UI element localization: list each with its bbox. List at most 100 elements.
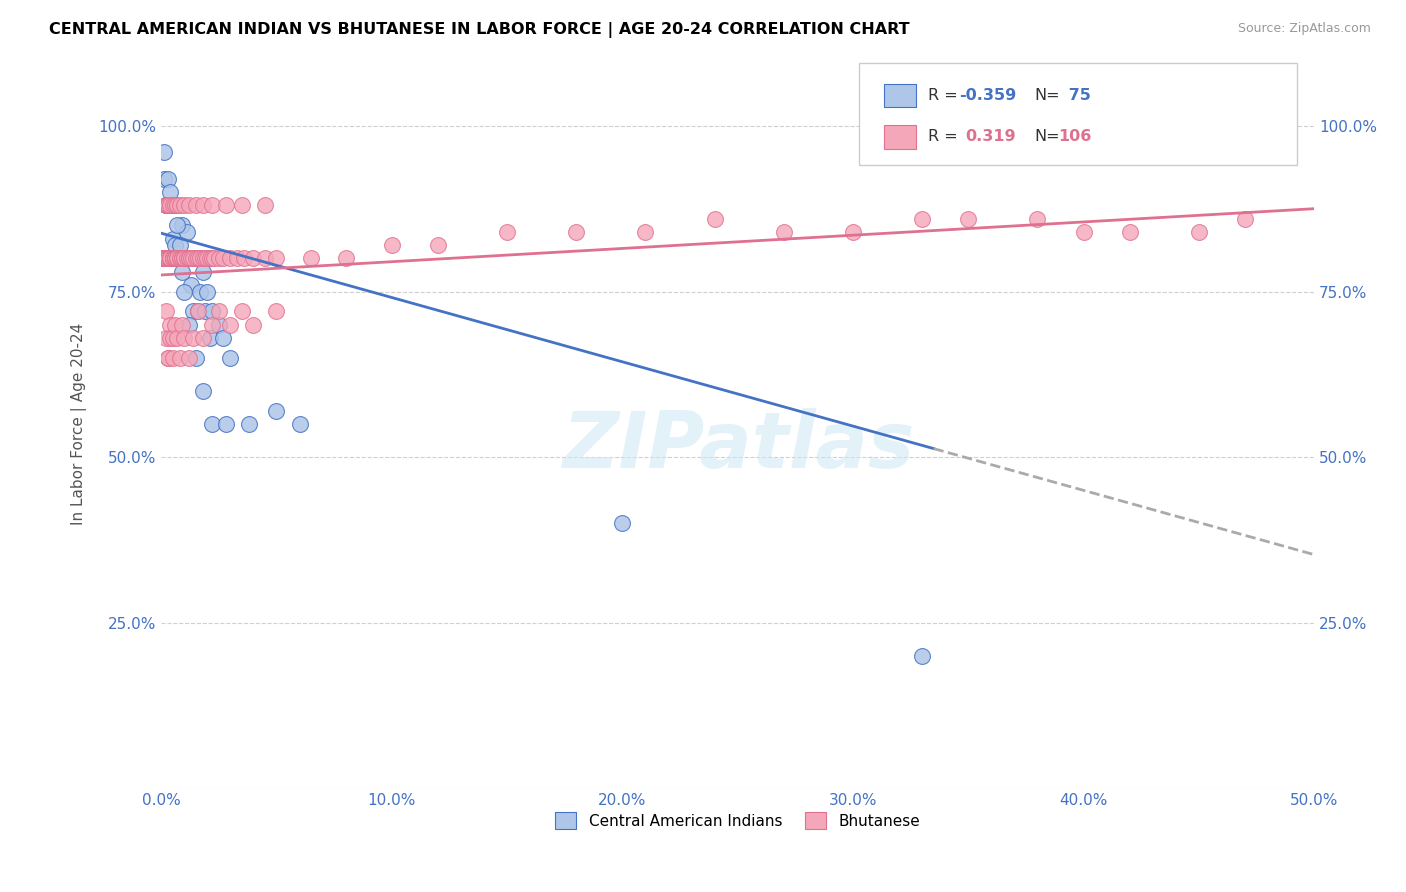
Point xyxy=(191,265,214,279)
Point xyxy=(157,252,180,266)
Point xyxy=(170,318,193,332)
Point xyxy=(163,318,186,332)
Text: 106: 106 xyxy=(1059,129,1091,145)
Point xyxy=(159,318,181,332)
Point xyxy=(173,252,195,266)
Legend: Central American Indians, Bhutanese: Central American Indians, Bhutanese xyxy=(548,805,927,836)
Point xyxy=(703,211,725,226)
Point xyxy=(166,219,188,233)
Point xyxy=(170,252,193,266)
Point xyxy=(634,225,657,239)
Point xyxy=(162,351,184,365)
Point xyxy=(191,384,214,398)
Point xyxy=(162,198,184,212)
Point xyxy=(152,252,174,266)
Text: N=: N= xyxy=(1033,129,1060,145)
Point xyxy=(159,252,181,266)
Point xyxy=(166,252,188,266)
Point xyxy=(842,225,865,239)
Point xyxy=(231,198,253,212)
Point xyxy=(157,252,180,266)
Point xyxy=(191,331,214,345)
Point xyxy=(212,252,235,266)
Point xyxy=(176,252,198,266)
Text: R =: R = xyxy=(928,129,967,145)
Point xyxy=(496,225,519,239)
Point xyxy=(170,219,193,233)
Text: 75: 75 xyxy=(1063,87,1091,103)
Point xyxy=(159,252,181,266)
Point xyxy=(173,198,195,212)
Point xyxy=(166,331,188,345)
Point xyxy=(159,252,181,266)
Point xyxy=(152,252,174,266)
Point xyxy=(159,252,181,266)
Point xyxy=(157,172,180,186)
Point xyxy=(194,252,217,266)
Point xyxy=(155,252,177,266)
Point xyxy=(152,252,174,266)
Point xyxy=(1073,225,1095,239)
Point xyxy=(166,252,188,266)
Point xyxy=(155,331,177,345)
Point xyxy=(198,331,221,345)
Point xyxy=(184,252,207,266)
Point xyxy=(176,225,198,239)
Point xyxy=(152,172,174,186)
Point xyxy=(219,252,242,266)
Point xyxy=(612,516,634,531)
Point xyxy=(163,252,186,266)
Point xyxy=(1233,211,1256,226)
Point xyxy=(226,252,249,266)
Point xyxy=(173,252,195,266)
Point xyxy=(1026,211,1049,226)
Point xyxy=(162,252,184,266)
Point xyxy=(157,252,180,266)
Point xyxy=(162,198,184,212)
Point xyxy=(191,198,214,212)
Point xyxy=(173,252,195,266)
Point xyxy=(157,252,180,266)
Point xyxy=(155,198,177,212)
Point xyxy=(163,238,186,252)
Point xyxy=(152,145,174,160)
Point xyxy=(159,331,181,345)
Point xyxy=(169,198,191,212)
Point xyxy=(155,252,177,266)
Point xyxy=(159,252,181,266)
Point xyxy=(242,252,264,266)
Point xyxy=(201,198,224,212)
Point xyxy=(162,231,184,245)
Point xyxy=(169,238,191,252)
Point xyxy=(155,304,177,318)
Point xyxy=(299,252,322,266)
Point xyxy=(381,238,404,252)
Point xyxy=(183,252,205,266)
Point xyxy=(169,252,191,266)
Point xyxy=(170,252,193,266)
Point xyxy=(159,252,181,266)
Point xyxy=(162,198,184,212)
Point xyxy=(201,417,224,431)
Point xyxy=(219,351,242,365)
Point xyxy=(170,265,193,279)
Point xyxy=(1188,225,1211,239)
Point xyxy=(152,252,174,266)
Text: N=: N= xyxy=(1033,87,1060,103)
Point xyxy=(155,252,177,266)
Point xyxy=(163,252,186,266)
Point xyxy=(253,252,276,266)
Point xyxy=(195,285,218,299)
Point xyxy=(157,198,180,212)
Point xyxy=(180,252,202,266)
Point xyxy=(231,304,253,318)
Point xyxy=(155,198,177,212)
Point xyxy=(166,252,188,266)
Point xyxy=(187,252,209,266)
Point xyxy=(162,252,184,266)
Point xyxy=(215,198,238,212)
Point xyxy=(169,252,191,266)
Point xyxy=(957,211,980,226)
Point xyxy=(166,198,188,212)
Point xyxy=(157,252,180,266)
